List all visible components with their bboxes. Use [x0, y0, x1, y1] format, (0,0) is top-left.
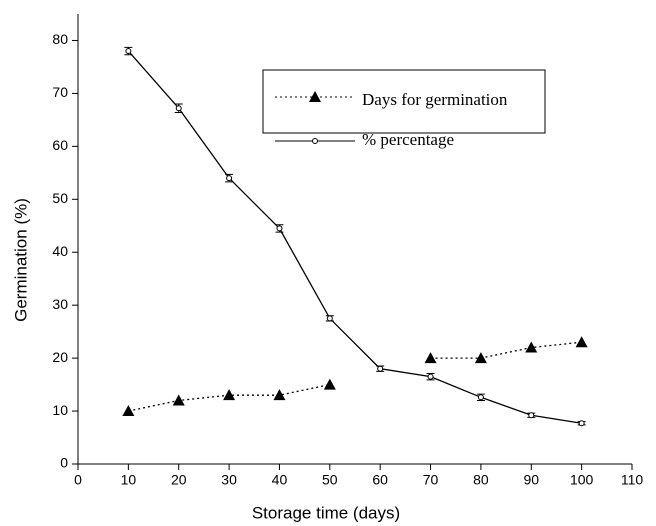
point — [377, 365, 384, 372]
legend-label: Days for germination — [362, 90, 508, 109]
x-axis-label: Storage time (days) — [252, 503, 400, 522]
y-tick-label: 40 — [52, 243, 68, 259]
y-tick-label: 60 — [52, 137, 68, 153]
legend-label: % percentage — [362, 130, 454, 149]
point — [223, 389, 236, 401]
point — [575, 336, 588, 348]
point — [276, 225, 283, 232]
point — [427, 373, 434, 380]
x-tick-label: 100 — [570, 472, 594, 488]
y-tick-label: 50 — [52, 190, 68, 206]
x-tick-label: 60 — [372, 472, 388, 488]
x-tick-label: 30 — [221, 472, 237, 488]
legend-marker — [312, 138, 318, 144]
point — [175, 105, 182, 112]
y-axis-label: Germination (%) — [11, 198, 30, 322]
y-tick-label: 10 — [52, 402, 68, 418]
x-tick-label: 80 — [473, 472, 489, 488]
series-line — [127, 50, 582, 424]
point — [474, 352, 487, 364]
legend-marker — [309, 91, 321, 102]
x-tick-label: 90 — [523, 472, 539, 488]
y-tick-label: 80 — [52, 31, 68, 47]
series-line — [128, 341, 582, 412]
x-tick-label: 20 — [171, 472, 187, 488]
point — [323, 378, 336, 390]
point — [477, 394, 484, 401]
x-tick-label: 110 — [621, 472, 644, 488]
point — [525, 341, 538, 353]
y-tick-label: 0 — [60, 455, 68, 471]
point — [273, 389, 286, 401]
point — [326, 315, 333, 322]
point — [578, 420, 585, 427]
point — [226, 175, 233, 182]
y-tick-label: 30 — [52, 296, 68, 312]
point — [172, 394, 185, 406]
point — [122, 405, 135, 417]
x-tick-label: 70 — [423, 472, 439, 488]
y-tick-label: 70 — [52, 84, 68, 100]
x-tick-label: 0 — [74, 472, 82, 488]
y-tick-label: 20 — [52, 349, 68, 365]
x-tick-label: 50 — [322, 472, 338, 488]
x-tick-label: 40 — [272, 472, 288, 488]
x-tick-label: 10 — [121, 472, 137, 488]
point — [424, 352, 437, 364]
point — [528, 412, 535, 419]
point — [125, 48, 132, 55]
